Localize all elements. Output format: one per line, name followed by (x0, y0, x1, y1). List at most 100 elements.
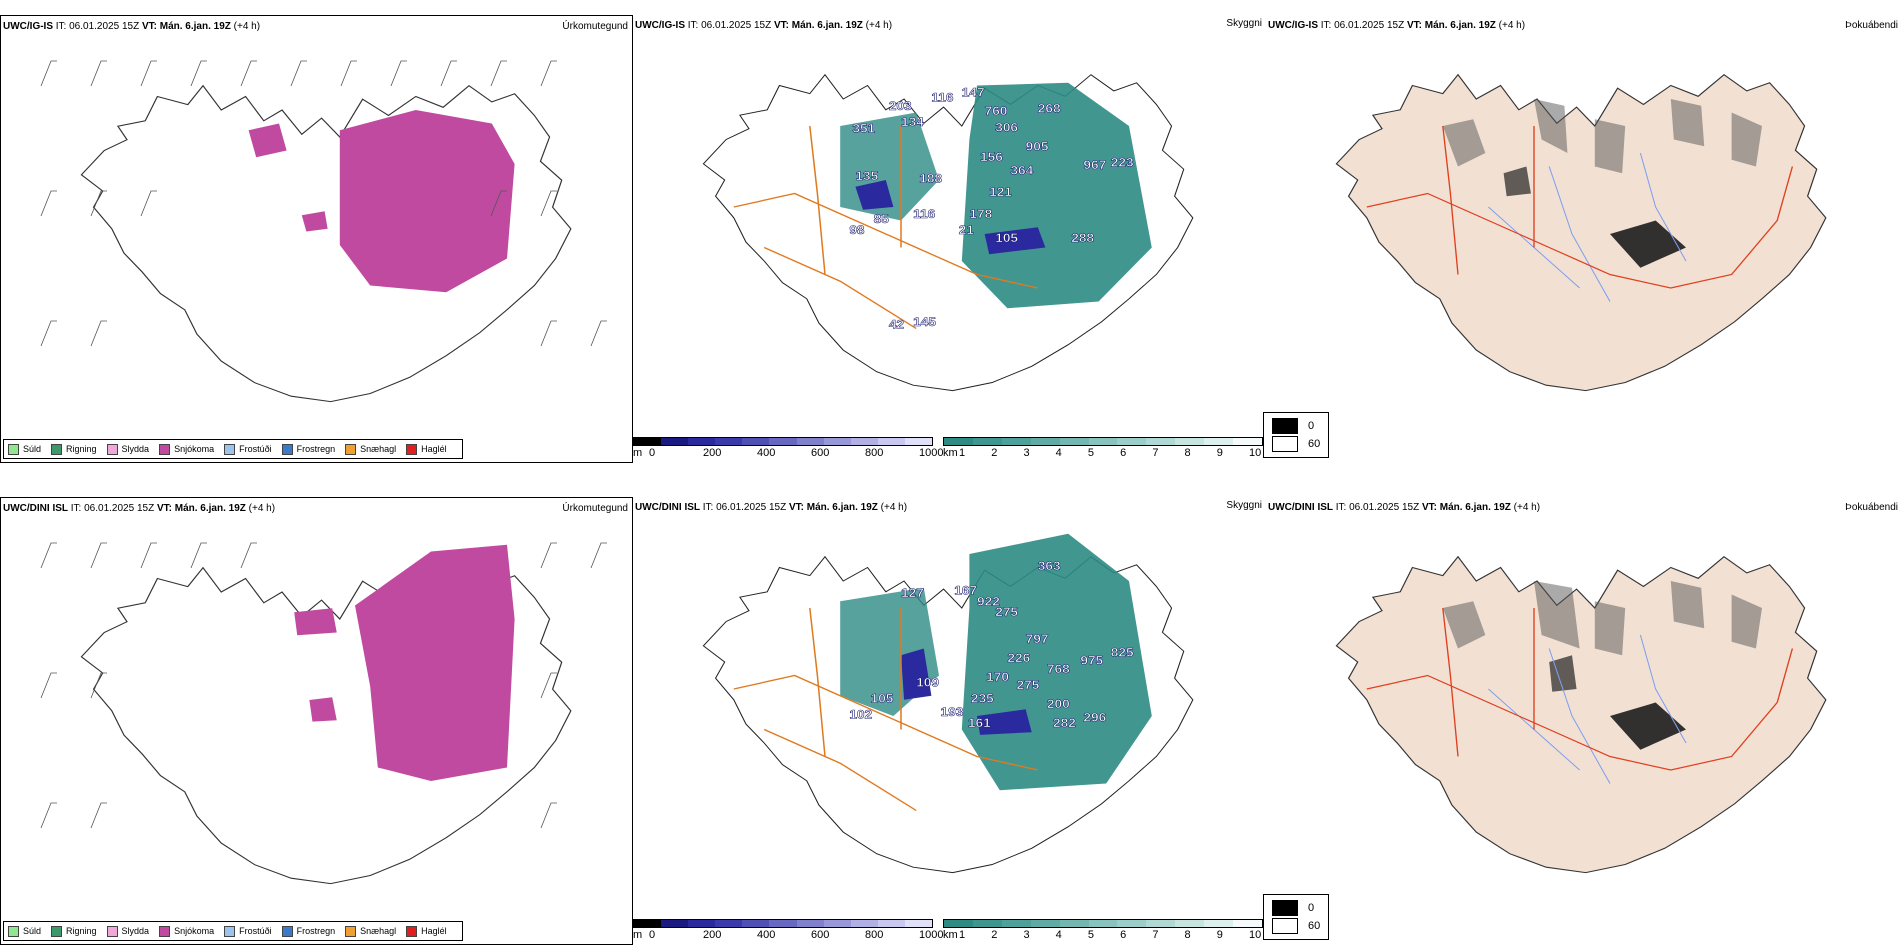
legend-label: Súld (23, 926, 42, 936)
scale-tick: 400 (757, 447, 776, 459)
visibility-scale-km: km 1 2 3 4 5 6 7 8 9 10 (943, 919, 1263, 945)
legend-item: Rigning (51, 443, 97, 455)
peak-label: 145 (913, 315, 936, 329)
scale-tick: 6 (1120, 929, 1127, 941)
scale-tick: 4 (1055, 447, 1062, 459)
peak-label: 127 (901, 586, 924, 600)
legend-swatch (159, 443, 171, 455)
peak-label: 223 (1111, 155, 1134, 169)
scale-tick: 6 (1120, 447, 1127, 459)
fog-panel-top: UWC/IG-IS IT: 06.01.2025 15Z VT: Mán. 6.… (1266, 15, 1900, 463)
peak-label: 193 (941, 705, 964, 719)
scale-tick: 400 (757, 929, 776, 941)
peak-label: 797 (1026, 632, 1049, 646)
cloud-map-bottom: 363 127 167 922 275 797 226 768 975 825 … (702, 533, 1194, 874)
peak-labels: 351 203 116 147 760 268 134 306 905 156 … (849, 85, 1134, 332)
fog-level-label: 60 (1308, 920, 1321, 932)
scale-tick: 200 (703, 447, 722, 459)
precip-caption: Úrkomutegund (562, 21, 628, 32)
legend-swatch (281, 925, 293, 937)
legend-item: Snæhagl (345, 925, 397, 937)
scale-tick: 5 (1087, 929, 1094, 941)
legend-label: Rigning (66, 444, 97, 454)
legend-swatch (51, 925, 63, 937)
scale-unit: km (943, 929, 958, 941)
peak-label: 288 (1071, 231, 1094, 245)
fog-level-legend-bottom: 0 60 (1263, 894, 1330, 940)
legend-item: Rigning (51, 925, 97, 937)
peak-label: 105 (871, 691, 894, 705)
precip-map-top (40, 60, 607, 403)
peak-label: 296 (1083, 710, 1106, 724)
peak-label: 364 (1010, 163, 1034, 177)
scale-tick: 200 (703, 929, 722, 941)
legend-label: Snæhagl (360, 444, 397, 454)
scale-tick: 0 (649, 929, 656, 941)
legend-label: Frostregn (296, 444, 336, 454)
legend-item: Snjókoma (159, 925, 214, 937)
fog-level-label: 0 (1308, 902, 1315, 914)
scale-tick: 2 (991, 929, 998, 941)
legend-label: Haglél (421, 926, 447, 936)
scale-tick: 8 (1184, 447, 1191, 459)
snow-area (301, 211, 328, 232)
legend-label: Haglél (421, 444, 447, 454)
legend-label: Rigning (66, 926, 97, 936)
scale-tick: 10 (1249, 929, 1262, 941)
glacier (1549, 655, 1577, 692)
peak-label: 178 (969, 207, 992, 221)
precip-legend: Súld Rigning Slydda Snjókoma Frostúði Frostre… (3, 439, 463, 459)
cloud-panel-top: 351 203 116 147 760 268 134 306 905 156 … (633, 15, 1266, 463)
legend-label: Snæhagl (360, 926, 397, 936)
scale-tick: 800 (865, 929, 884, 941)
scale-tick: 10 (1249, 447, 1262, 459)
precip-legend: Súld Rigning Slydda Snjókoma Frostúði Frostre… (3, 921, 463, 941)
scale-tick: 7 (1152, 929, 1159, 941)
fog-caption: Þokuábendi (1845, 20, 1898, 31)
peak-label: 116 (931, 90, 953, 104)
peak-label: 905 (1026, 139, 1049, 153)
roads (1366, 125, 1794, 289)
fog-level-swatch (1272, 418, 1298, 434)
fog-level-row: 0 (1272, 417, 1320, 435)
scale-tick: 4 (1055, 929, 1062, 941)
scale-tick: 600 (811, 929, 830, 941)
fog-map-bottom (1335, 555, 1827, 874)
peak-label: 363 (1038, 559, 1061, 573)
legend-swatch (224, 925, 236, 937)
scale-tick: 1 (959, 929, 966, 941)
peak-label: 85 (874, 212, 889, 226)
scale-tick: 3 (1023, 447, 1030, 459)
fog-caption: Þokuábendi (1845, 502, 1898, 513)
precip-type-panel-top: UWC/IG-IS IT: 06.01.2025 15Z VT: Mán. 6.… (0, 15, 633, 463)
legend-swatch (281, 443, 293, 455)
high-cloud-area (855, 180, 894, 210)
high-cloud-area (901, 648, 932, 700)
legend-item: Frostregn (281, 443, 336, 455)
peak-label: 42 (889, 317, 904, 331)
peak-label: 109 (916, 675, 939, 689)
legend-swatch (51, 443, 63, 455)
legend-label: Frostúði (239, 926, 272, 936)
peak-label: 134 (901, 115, 925, 129)
peak-label: 975 (1080, 653, 1103, 667)
peak-label: 188 (919, 171, 942, 185)
legend-swatch (159, 925, 171, 937)
peak-label: 156 (980, 150, 1003, 164)
scale-tick: 5 (1087, 447, 1094, 459)
roads (733, 125, 1038, 330)
legend-label: Súld (23, 444, 42, 454)
peak-label: 275 (995, 605, 1018, 619)
scale-tick: 800 (865, 447, 884, 459)
glacier (1610, 220, 1686, 268)
panel-header: UWC/DINI ISL IT: 06.01.2025 15Z VT: Mán.… (635, 502, 908, 513)
legend-item: Slydda (106, 925, 149, 937)
scale-tick: 1 (959, 447, 966, 459)
fog-panel-bottom: UWC/DINI ISL IT: 06.01.2025 15Z VT: Mán.… (1266, 497, 1900, 945)
peak-label: 170 (986, 670, 1009, 684)
peak-label: 768 (1047, 662, 1070, 676)
cloud-base-scale-m: m 0 200 400 600 800 1000 (633, 919, 943, 945)
cloud-caption: Skyggni (1226, 500, 1262, 511)
visibility-scale-km: km 1 2 3 4 5 6 7 8 9 10 (943, 437, 1263, 463)
peak-label: 351 (852, 121, 875, 135)
